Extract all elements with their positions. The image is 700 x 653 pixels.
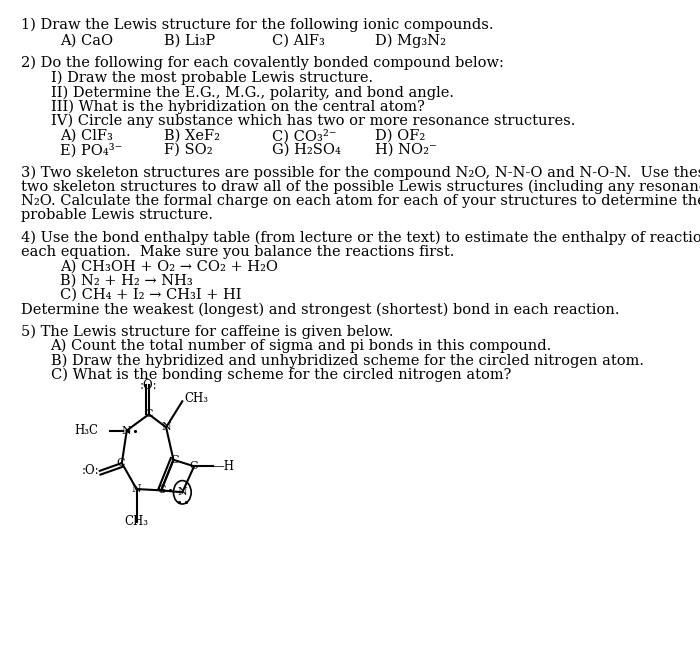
Text: N: N [161, 422, 171, 432]
Text: C: C [116, 458, 125, 468]
Text: B) Li₃P: B) Li₃P [164, 34, 215, 48]
Text: H) NO₂⁻: H) NO₂⁻ [375, 143, 437, 157]
Text: I) Draw the most probable Lewis structure.: I) Draw the most probable Lewis structur… [50, 71, 372, 86]
Text: C: C [157, 485, 165, 496]
Text: 4) Use the bond enthalpy table (from lecture or the text) to estimate the enthal: 4) Use the bond enthalpy table (from lec… [21, 231, 700, 245]
Text: two skeleton structures to draw all of the possible Lewis structures (including : two skeleton structures to draw all of t… [21, 180, 700, 194]
Text: II) Determine the E.G., M.G., polarity, and bond angle.: II) Determine the E.G., M.G., polarity, … [50, 86, 454, 100]
Text: G) H₂SO₄: G) H₂SO₄ [272, 143, 341, 157]
Text: —H: —H [213, 460, 234, 473]
Text: D) Mg₃N₂: D) Mg₃N₂ [375, 34, 446, 48]
Text: :O:: :O: [140, 379, 158, 392]
Text: IV) Circle any substance which has two or more resonance structures.: IV) Circle any substance which has two o… [50, 114, 575, 128]
Text: A) CaO: A) CaO [60, 34, 113, 48]
Text: C: C [190, 461, 198, 471]
Text: B) N₂ + H₂ → NH₃: B) N₂ + H₂ → NH₃ [60, 274, 193, 288]
Text: CH₃: CH₃ [125, 515, 148, 528]
Text: E) PO₄³⁻: E) PO₄³⁻ [60, 143, 122, 157]
Text: C: C [171, 454, 179, 465]
Text: C) AlF₃: C) AlF₃ [272, 34, 325, 48]
Text: Determine the weakest (longest) and strongest (shortest) bond in each reaction.: Determine the weakest (longest) and stro… [21, 302, 620, 317]
Text: B) Draw the hybridized and unhybridized scheme for the circled nitrogen atom.: B) Draw the hybridized and unhybridized … [50, 353, 643, 368]
Text: III) What is the hybridization on the central atom?: III) What is the hybridization on the ce… [50, 99, 424, 114]
Text: N: N [132, 484, 141, 494]
Text: 2) Do the following for each covalently bonded compound below:: 2) Do the following for each covalently … [21, 56, 504, 71]
Text: C) CO₃²⁻: C) CO₃²⁻ [272, 129, 336, 143]
Text: N: N [122, 426, 132, 436]
Text: N: N [177, 487, 187, 498]
Text: C) CH₄ + I₂ → CH₃I + HI: C) CH₄ + I₂ → CH₃I + HI [60, 288, 242, 302]
Text: CH₃: CH₃ [185, 392, 209, 404]
Text: probable Lewis structure.: probable Lewis structure. [21, 208, 213, 222]
Text: F) SO₂: F) SO₂ [164, 143, 212, 157]
Text: B) XeF₂: B) XeF₂ [164, 129, 220, 143]
Text: 5) The Lewis structure for caffeine is given below.: 5) The Lewis structure for caffeine is g… [21, 325, 393, 339]
Text: C: C [145, 409, 153, 419]
Text: 3) Two skeleton structures are possible for the compound N₂O, N-N-O and N-O-N.  : 3) Two skeleton structures are possible … [21, 165, 700, 180]
Text: A) CH₃OH + O₂ → CO₂ + H₂O: A) CH₃OH + O₂ → CO₂ + H₂O [60, 259, 279, 274]
Text: H₃C: H₃C [74, 424, 98, 437]
Text: each equation.  Make sure you balance the reactions first.: each equation. Make sure you balance the… [21, 245, 454, 259]
Text: D) OF₂: D) OF₂ [375, 129, 426, 143]
Text: C) What is the bonding scheme for the circled nitrogen atom?: C) What is the bonding scheme for the ci… [50, 368, 511, 382]
Text: A) Count the total number of sigma and pi bonds in this compound.: A) Count the total number of sigma and p… [50, 339, 552, 353]
Text: N₂O. Calculate the formal charge on each atom for each of your structures to det: N₂O. Calculate the formal charge on each… [21, 194, 700, 208]
Text: :O:: :O: [82, 464, 99, 477]
Text: 1) Draw the Lewis structure for the following ionic compounds.: 1) Draw the Lewis structure for the foll… [21, 18, 493, 32]
Text: A) ClF₃: A) ClF₃ [60, 129, 113, 143]
